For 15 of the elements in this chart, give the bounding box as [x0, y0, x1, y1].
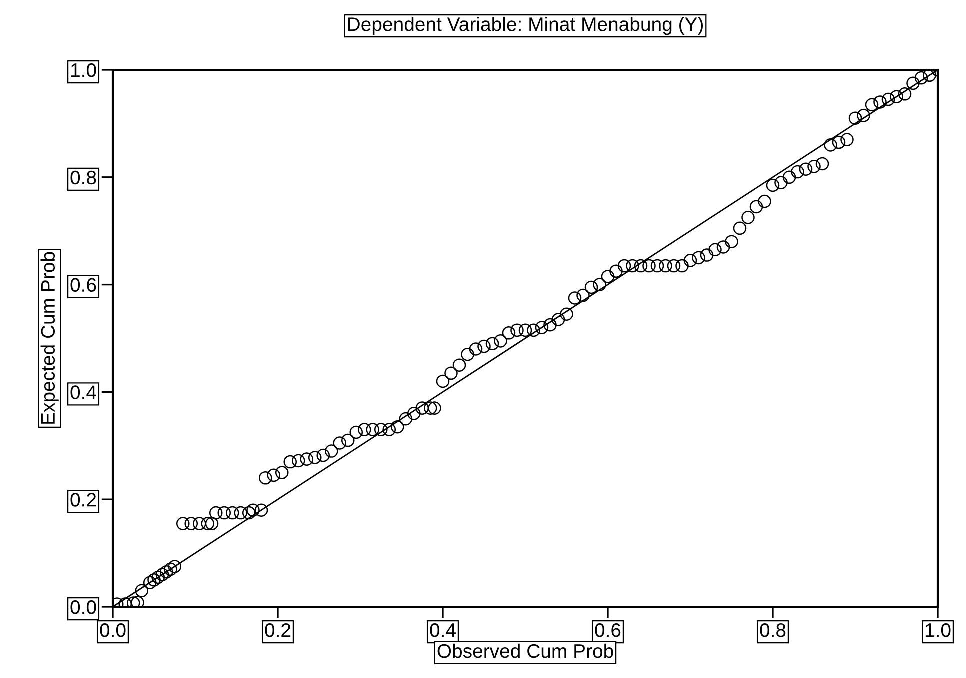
y-tick-label: 0.8	[70, 170, 96, 185]
x-tick-label: 0.0	[100, 623, 126, 638]
x-tick-label: 0.8	[760, 623, 786, 638]
x-axis-title: Observed Cum Prob	[438, 644, 614, 658]
y-tick-label: 0.0	[70, 600, 96, 614]
y-axis-title: Expected Cum Prob	[40, 252, 59, 424]
x-tick-label: 0.4	[430, 623, 456, 638]
x-tick-label: 0.2	[265, 623, 291, 638]
x-tick-label: 0.6	[595, 623, 621, 638]
x-tick-label: 1.0	[926, 623, 951, 638]
y-tick-label: 0.2	[70, 493, 96, 507]
y-tick-label: 0.4	[70, 386, 96, 400]
y-tick-label: 1.0	[71, 63, 96, 78]
chart-title: Dependent Variable: Minat Menabung (Y)	[348, 17, 704, 36]
y-tick-label: 0.6	[70, 278, 96, 292]
